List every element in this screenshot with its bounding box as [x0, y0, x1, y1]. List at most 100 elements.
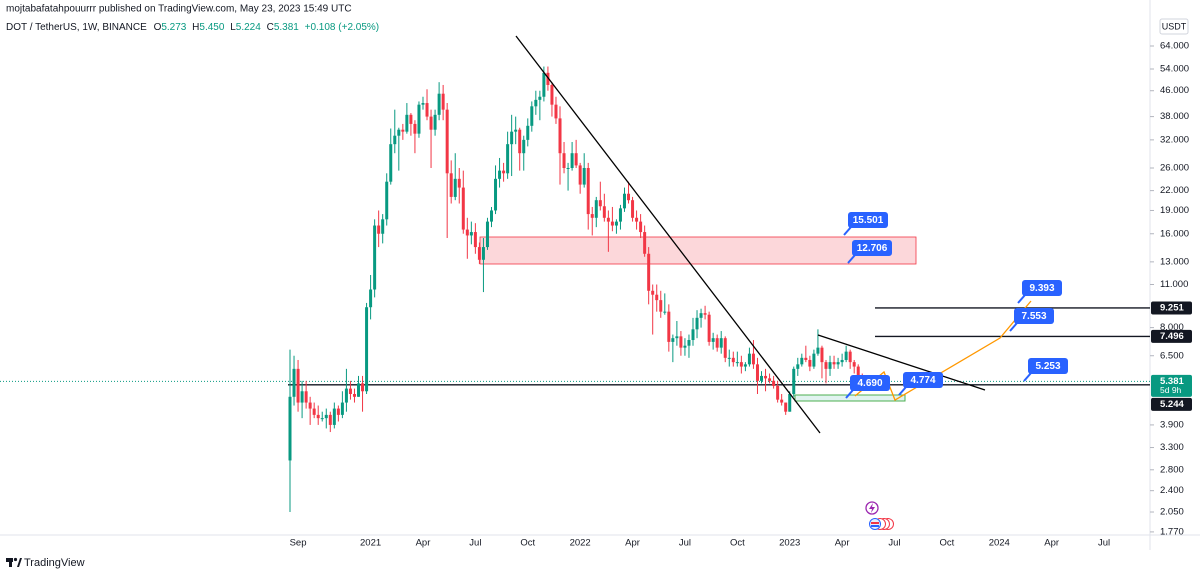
- price-tag: [1151, 397, 1192, 411]
- callout-pointer: [1017, 294, 1026, 304]
- candle-body: [352, 394, 356, 397]
- candle-body: [820, 347, 824, 363]
- candle-body: [554, 104, 558, 119]
- currency: USDT: [1162, 21, 1187, 31]
- candle-body: [357, 383, 361, 397]
- zones: [479, 236, 917, 402]
- y-tick-label: 16.000: [1160, 228, 1189, 239]
- candle-body: [848, 351, 852, 363]
- candle-body: [506, 144, 510, 174]
- x-tick-label: Oct: [730, 538, 745, 549]
- candle-body: [856, 366, 860, 379]
- candle-body: [538, 96, 542, 100]
- candle-body: [751, 353, 755, 365]
- candle-body: [639, 221, 643, 233]
- price-tag-label: 7.496: [1160, 331, 1184, 342]
- logo-slash: [17, 558, 22, 567]
- ohlc-value: 5.450: [199, 22, 224, 33]
- candle-body: [780, 399, 784, 403]
- candle-body: [324, 414, 328, 419]
- candle-body: [328, 414, 332, 425]
- candle-body: [719, 338, 723, 348]
- candle-body: [840, 359, 844, 363]
- candle-body: [469, 232, 473, 236]
- y-tick-label: 64.000: [1160, 41, 1189, 52]
- candle-body: [361, 383, 365, 392]
- price-tag-label: 9.251: [1160, 302, 1184, 313]
- candle-body: [570, 153, 574, 168]
- candle-body: [381, 219, 385, 234]
- y-tick-label: 11.000: [1160, 279, 1188, 290]
- candle-body: [288, 396, 292, 461]
- candle-body: [417, 104, 421, 134]
- candle-body: [437, 93, 441, 115]
- candle-body: [852, 362, 856, 367]
- candle-body: [602, 206, 606, 218]
- callout-box: [1022, 280, 1062, 296]
- candle-body: [832, 362, 836, 365]
- callout-box: [903, 372, 943, 388]
- candle-body: [711, 338, 715, 342]
- candle-body: [397, 129, 401, 136]
- x-tick-label: Apr: [625, 538, 640, 549]
- x-tick-label: Jul: [1098, 538, 1110, 549]
- price-tag-label: 5.244: [1160, 399, 1184, 410]
- candle-body: [792, 368, 796, 395]
- candle-body: [844, 351, 848, 360]
- candle-body: [465, 229, 469, 236]
- candle-body: [812, 353, 816, 367]
- candle-body: [542, 72, 546, 97]
- candle-body: [530, 106, 534, 126]
- candle-body: [369, 289, 373, 308]
- support-zone: [794, 394, 906, 402]
- y-tick-label: 32.000: [1160, 134, 1189, 145]
- candle-body: [760, 375, 764, 381]
- candle-body: [618, 208, 622, 222]
- x-tick-label: Oct: [939, 538, 954, 549]
- candle-body: [409, 114, 413, 124]
- axes: 1.770 2.050 2.400 2.800 3.300 3.900 6.500 8.000…: [290, 41, 1189, 549]
- candle-body: [300, 391, 304, 403]
- x-tick-label: 2023: [779, 538, 800, 549]
- candle-body: [348, 388, 352, 395]
- candles: [288, 66, 872, 513]
- candle-body: [336, 408, 340, 415]
- callout-label: 15.501: [853, 215, 884, 226]
- candle-body: [703, 313, 707, 315]
- callout-label: 4.774: [910, 375, 935, 386]
- candle-body: [622, 193, 626, 209]
- brand: TradingView: [6, 557, 85, 569]
- ohlc-value: 5.224: [236, 22, 261, 33]
- candle-body: [683, 345, 687, 348]
- currency-badge: [1159, 18, 1189, 35]
- byline: mojtabafatahpouurrr published on Trading…: [6, 4, 352, 15]
- candle-body: [578, 165, 582, 185]
- candle-body: [292, 368, 296, 397]
- y-tick-label: 26.000: [1160, 163, 1189, 174]
- logo-dot: [13, 557, 18, 562]
- candle-body: [755, 364, 759, 381]
- candle-body: [635, 217, 639, 222]
- callout-label: 4.690: [857, 378, 882, 389]
- candle-body: [743, 364, 747, 367]
- candle-body: [429, 116, 433, 130]
- candle-body: [316, 414, 320, 419]
- resistance-zone: [479, 236, 917, 265]
- y-tick-label: 38.000: [1160, 111, 1189, 122]
- callout-pointer: [1009, 322, 1018, 332]
- logo-bar: [9, 558, 12, 567]
- callout-pointer: [843, 226, 852, 236]
- change: +0.108 (+2.05%): [305, 22, 380, 33]
- candle-body: [498, 170, 502, 179]
- candle-body: [558, 118, 562, 154]
- candle-body: [687, 340, 691, 346]
- x-tick-label: Apr: [1044, 538, 1059, 549]
- candle-body: [586, 167, 590, 215]
- candle-body: [715, 338, 719, 348]
- candle-body: [808, 359, 812, 367]
- candle-body: [671, 338, 675, 342]
- candle-body: [312, 408, 316, 415]
- candle-body: [667, 311, 671, 342]
- y-tick-label: 3.300: [1160, 442, 1184, 453]
